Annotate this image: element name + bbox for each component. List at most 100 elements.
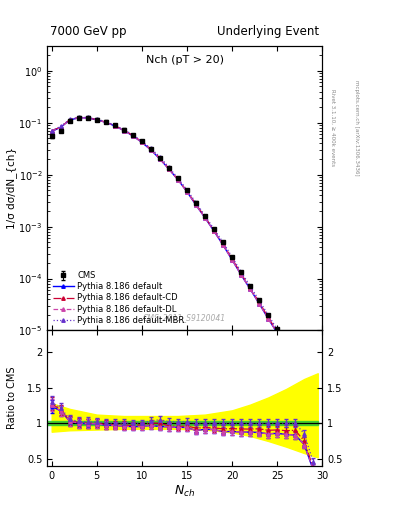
- Pythia 8.186 default-DL: [158, 156, 162, 162]
- Pythia 8.186 default-DL: [76, 115, 81, 121]
- Pythia 8.186 default-MBR: [176, 175, 180, 181]
- Pythia 8.186 default-MBR: [76, 114, 81, 120]
- Pythia 8.186 default-CD: [85, 115, 90, 121]
- Pythia 8.186 default: [121, 127, 126, 134]
- Pythia 8.186 default-DL: [311, 385, 316, 391]
- Text: Underlying Event: Underlying Event: [217, 25, 320, 37]
- Pythia 8.186 default-CD: [67, 117, 72, 123]
- Pythia 8.186 default-DL: [194, 202, 198, 208]
- Pythia 8.186 default-MBR: [167, 164, 171, 170]
- Pythia 8.186 default-MBR: [194, 200, 198, 206]
- Pythia 8.186 default: [58, 124, 63, 131]
- Pythia 8.186 default-CD: [230, 256, 234, 262]
- Pythia 8.186 default-CD: [58, 124, 63, 130]
- Line: Pythia 8.186 default-MBR: Pythia 8.186 default-MBR: [50, 116, 315, 384]
- Pythia 8.186 default: [94, 117, 99, 123]
- Pythia 8.186 default-CD: [185, 188, 189, 195]
- Pythia 8.186 default: [311, 386, 316, 392]
- Y-axis label: 1/σ dσ/dN_{ch}: 1/σ dσ/dN_{ch}: [6, 147, 17, 229]
- Pythia 8.186 default: [85, 115, 90, 121]
- Pythia 8.186 default-DL: [167, 166, 171, 172]
- Pythia 8.186 default-CD: [94, 117, 99, 123]
- Pythia 8.186 default-MBR: [284, 340, 288, 346]
- Text: Nch (pT > 20): Nch (pT > 20): [146, 55, 224, 65]
- Pythia 8.186 default-DL: [185, 188, 189, 195]
- Pythia 8.186 default-DL: [49, 128, 54, 134]
- Pythia 8.186 default-CD: [311, 384, 316, 390]
- Pythia 8.186 default-DL: [121, 127, 126, 134]
- Pythia 8.186 default-DL: [94, 117, 99, 123]
- Pythia 8.186 default-DL: [248, 286, 252, 292]
- Pythia 8.186 default-CD: [167, 166, 171, 172]
- Pythia 8.186 default-DL: [58, 124, 63, 131]
- Pythia 8.186 default-MBR: [248, 283, 252, 289]
- Pythia 8.186 default-CD: [257, 299, 261, 305]
- Pythia 8.186 default-DL: [103, 119, 108, 125]
- Pythia 8.186 default-MBR: [121, 126, 126, 133]
- X-axis label: $N_{ch}$: $N_{ch}$: [174, 483, 195, 499]
- Pythia 8.186 default-CD: [76, 115, 81, 121]
- Pythia 8.186 default: [275, 330, 279, 336]
- Pythia 8.186 default: [302, 372, 307, 378]
- Pythia 8.186 default: [130, 133, 135, 139]
- Line: Pythia 8.186 default: Pythia 8.186 default: [50, 116, 315, 391]
- Pythia 8.186 default-DL: [67, 117, 72, 123]
- Pythia 8.186 default: [67, 117, 72, 123]
- Pythia 8.186 default: [140, 139, 144, 145]
- Pythia 8.186 default-MBR: [112, 122, 117, 128]
- Pythia 8.186 default: [194, 202, 198, 208]
- Pythia 8.186 default-DL: [85, 115, 90, 121]
- Pythia 8.186 default: [158, 156, 162, 162]
- Pythia 8.186 default-CD: [194, 201, 198, 207]
- Pythia 8.186 default: [257, 301, 261, 307]
- Pythia 8.186 default-DL: [230, 257, 234, 263]
- Pythia 8.186 default-MBR: [158, 154, 162, 160]
- Legend: CMS, Pythia 8.186 default, Pythia 8.186 default-CD, Pythia 8.186 default-DL, Pyt: CMS, Pythia 8.186 default, Pythia 8.186 …: [51, 270, 186, 326]
- Pythia 8.186 default: [212, 228, 217, 234]
- Pythia 8.186 default-DL: [302, 372, 307, 378]
- Pythia 8.186 default-MBR: [58, 123, 63, 130]
- Pythia 8.186 default-MBR: [311, 379, 316, 386]
- Pythia 8.186 default: [149, 147, 153, 153]
- Text: Rivet 3.1.10, ≥ 400k events: Rivet 3.1.10, ≥ 400k events: [330, 90, 335, 166]
- Pythia 8.186 default-MBR: [275, 326, 279, 332]
- Pythia 8.186 default-CD: [140, 139, 144, 145]
- Pythia 8.186 default-MBR: [293, 355, 298, 361]
- Pythia 8.186 default-MBR: [130, 132, 135, 138]
- Pythia 8.186 default: [203, 215, 208, 221]
- Pythia 8.186 default-MBR: [257, 297, 261, 304]
- Pythia 8.186 default: [284, 344, 288, 350]
- Pythia 8.186 default-CD: [266, 314, 270, 321]
- Pythia 8.186 default-MBR: [302, 368, 307, 374]
- Pythia 8.186 default-CD: [302, 370, 307, 376]
- Pythia 8.186 default-CD: [121, 127, 126, 133]
- Pythia 8.186 default: [221, 242, 226, 248]
- Pythia 8.186 default-DL: [221, 242, 226, 248]
- Pythia 8.186 default-MBR: [85, 114, 90, 120]
- Pythia 8.186 default-MBR: [221, 239, 226, 245]
- Pythia 8.186 default-DL: [239, 272, 243, 278]
- Pythia 8.186 default-DL: [112, 123, 117, 129]
- Pythia 8.186 default-DL: [284, 344, 288, 350]
- Pythia 8.186 default: [185, 188, 189, 195]
- Pythia 8.186 default-CD: [49, 128, 54, 134]
- Pythia 8.186 default-CD: [212, 227, 217, 233]
- Pythia 8.186 default-CD: [293, 357, 298, 363]
- Pythia 8.186 default: [230, 257, 234, 263]
- Pythia 8.186 default: [266, 315, 270, 322]
- Pythia 8.186 default-DL: [203, 215, 208, 221]
- Pythia 8.186 default-DL: [212, 228, 217, 234]
- Pythia 8.186 default-DL: [293, 359, 298, 365]
- Pythia 8.186 default-DL: [266, 315, 270, 322]
- Pythia 8.186 default-CD: [221, 241, 226, 247]
- Pythia 8.186 default-CD: [103, 119, 108, 125]
- Pythia 8.186 default: [49, 129, 54, 135]
- Pythia 8.186 default: [103, 119, 108, 125]
- Pythia 8.186 default-DL: [176, 177, 180, 183]
- Pythia 8.186 default: [112, 123, 117, 129]
- Pythia 8.186 default-CD: [112, 122, 117, 129]
- Text: 7000 GeV pp: 7000 GeV pp: [50, 25, 127, 37]
- Text: mcplots.cern.ch [arXiv:1306.3436]: mcplots.cern.ch [arXiv:1306.3436]: [354, 80, 359, 176]
- Pythia 8.186 default-CD: [130, 133, 135, 139]
- Pythia 8.186 default-MBR: [94, 116, 99, 122]
